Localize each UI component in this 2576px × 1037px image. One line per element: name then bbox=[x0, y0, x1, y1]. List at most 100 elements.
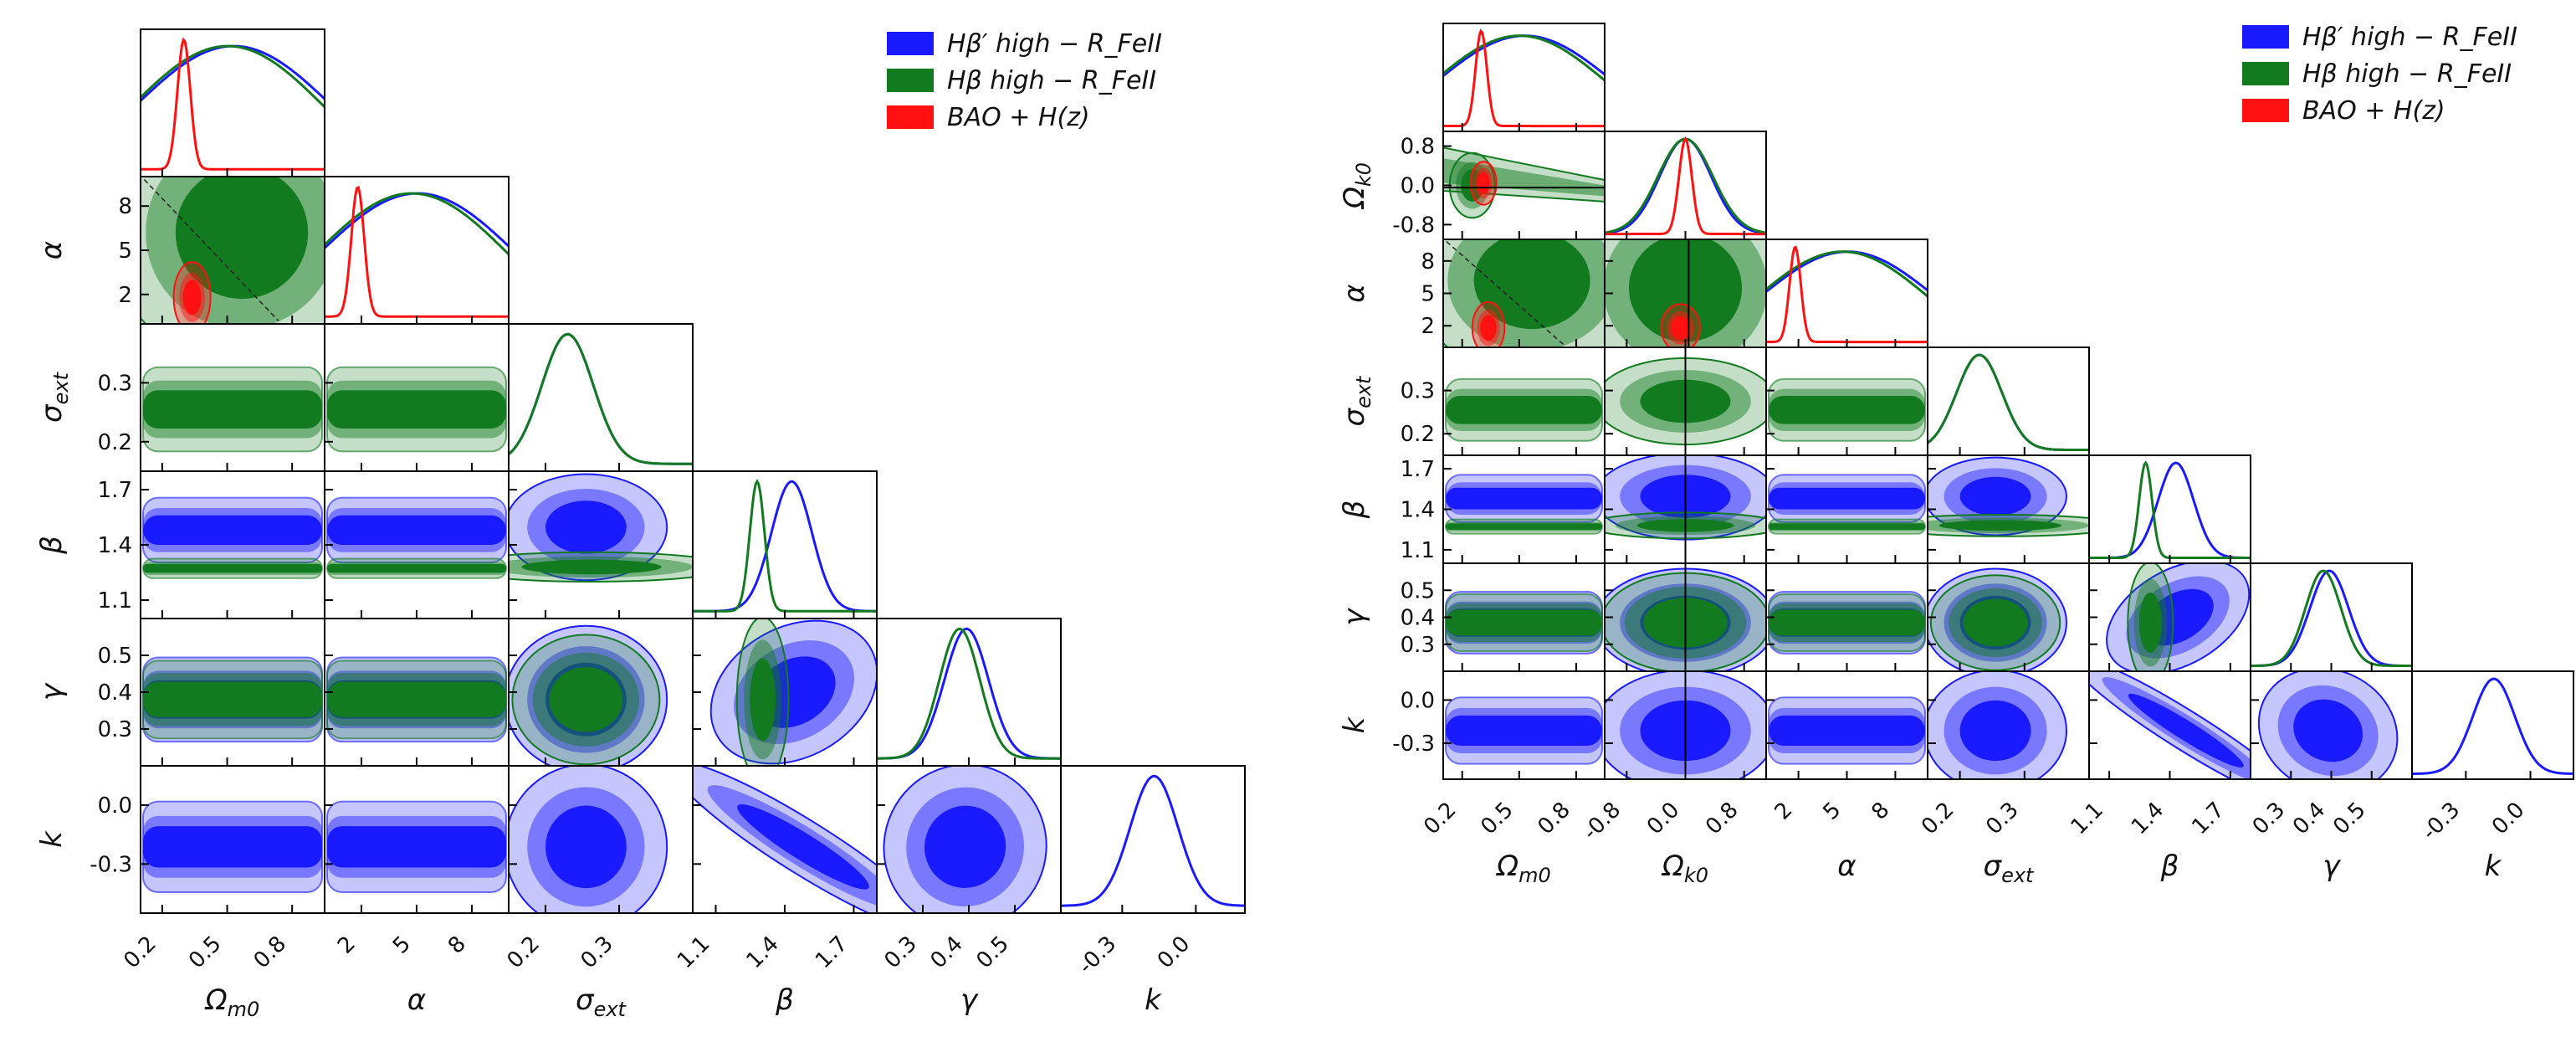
contour-band bbox=[1769, 523, 1925, 531]
y-tick-label: 0.3 bbox=[98, 717, 132, 742]
x-tick-label: 5 bbox=[1819, 798, 1846, 825]
contour-blob bbox=[750, 658, 776, 742]
x-axis-label: α bbox=[407, 983, 426, 1017]
contour-band bbox=[1769, 609, 1925, 636]
panel-content bbox=[1768, 377, 1926, 442]
panel-γ-vs-Ω_m0 bbox=[140, 618, 325, 767]
posterior-curve bbox=[1928, 353, 2089, 451]
contour-blob bbox=[545, 501, 627, 554]
legend-swatch bbox=[2242, 62, 2289, 85]
contour-blob bbox=[549, 667, 623, 732]
y-tick-label: 0.5 bbox=[1401, 578, 1435, 603]
panel-content bbox=[883, 766, 1047, 913]
y-tick-label: 8 bbox=[118, 194, 132, 219]
x-axis-label: Ωk0 bbox=[1661, 850, 1708, 887]
panel-content bbox=[509, 766, 668, 913]
panel-content bbox=[2106, 563, 2251, 671]
panel-β-vs-σ_ext bbox=[508, 470, 694, 619]
panel-content bbox=[326, 656, 507, 743]
panel-content bbox=[142, 656, 323, 743]
x-tick-label: -0.8 bbox=[1578, 798, 1626, 845]
posterior-curve bbox=[693, 479, 877, 613]
contour-blob bbox=[1671, 316, 1691, 340]
panel-β-vs-Ω_k0 bbox=[1604, 454, 1767, 564]
x-tick-label: 0.0 bbox=[1153, 932, 1195, 973]
x-tick-label: 2 bbox=[1770, 798, 1798, 825]
x-tick-label: 0.0 bbox=[2487, 798, 2529, 839]
panel-k-vs-γ bbox=[876, 765, 1062, 914]
panel-content bbox=[1768, 591, 1926, 655]
panel-β-vs-α bbox=[324, 470, 510, 619]
contour-blob bbox=[1938, 520, 2062, 531]
y-tick-label: 0.4 bbox=[98, 680, 132, 706]
x-tick-label: 0.2 bbox=[1917, 798, 1959, 839]
contour-band bbox=[1446, 523, 1602, 531]
panel-γ-vs-σ_ext bbox=[1927, 562, 2090, 672]
panel-frame bbox=[2411, 670, 2574, 780]
panel-k-vs-Ω_m0 bbox=[1442, 670, 1606, 780]
x-tick-label: 0.5 bbox=[971, 932, 1013, 973]
panel-content bbox=[1768, 474, 1926, 535]
posterior-curve bbox=[1766, 250, 1928, 298]
y-tick-label: 0.0 bbox=[1401, 174, 1435, 199]
contour-blob bbox=[1477, 172, 1490, 194]
panel-content bbox=[1445, 377, 1603, 442]
x-tick-label: 5 bbox=[388, 932, 416, 959]
contour-band bbox=[143, 826, 322, 868]
y-tick-label: 0.5 bbox=[98, 644, 132, 669]
panel-γ-vs-β bbox=[692, 618, 878, 767]
panel-content bbox=[1768, 696, 1926, 765]
x-axis-label: α bbox=[1837, 850, 1856, 883]
x-axis-label: β bbox=[775, 983, 794, 1017]
contour-blob bbox=[2128, 693, 2244, 768]
posterior-curve bbox=[141, 44, 325, 108]
y-tick-label: 1.4 bbox=[1401, 498, 1435, 523]
contour-band bbox=[143, 681, 322, 717]
panel-content bbox=[509, 473, 693, 583]
contour-band bbox=[327, 826, 506, 868]
x-tick-label: 0.3 bbox=[1981, 798, 2023, 839]
panel-content bbox=[1766, 245, 1928, 344]
panel-k-vs-α bbox=[1765, 670, 1928, 780]
panel-content bbox=[509, 332, 693, 465]
x-axis-label: Ωm0 bbox=[204, 983, 260, 1021]
contour-blob bbox=[182, 280, 202, 316]
contour-band bbox=[327, 515, 506, 545]
contour-band bbox=[1769, 487, 1925, 510]
x-tick-label: 0.4 bbox=[2288, 798, 2330, 839]
y-tick-label: 2 bbox=[1421, 314, 1435, 339]
legend-label: Hβ′ high − R_FeII bbox=[2302, 23, 2517, 52]
panel-frame bbox=[140, 28, 325, 177]
x-axis-label: σext bbox=[576, 983, 627, 1021]
panel-content bbox=[1928, 671, 2067, 779]
panel-content bbox=[1443, 239, 1605, 347]
posterior-curve bbox=[1061, 774, 1245, 907]
x-tick-label: 1.4 bbox=[741, 932, 783, 973]
panel-k-vs-β bbox=[2088, 670, 2251, 780]
panel-γ-vs-σ_ext bbox=[508, 618, 694, 767]
panel-content bbox=[1605, 563, 1766, 671]
panel-α-vs-Ω_m0 bbox=[140, 176, 325, 325]
y-tick-label: 5 bbox=[1421, 282, 1435, 307]
contour-band bbox=[1769, 396, 1925, 424]
y-tick-label: -0.8 bbox=[1392, 213, 1435, 238]
panel-frame bbox=[1442, 23, 1606, 132]
posterior-curve bbox=[1605, 137, 1766, 235]
panel-k-vs-k bbox=[1060, 765, 1246, 914]
y-axis-label: γ bbox=[1338, 608, 1371, 626]
contour-band bbox=[1446, 609, 1602, 636]
x-tick-label: -0.3 bbox=[1073, 932, 1121, 979]
y-tick-label: 0.2 bbox=[98, 430, 132, 455]
panel-γ-vs-Ω_m0 bbox=[1442, 562, 1606, 672]
posterior-curve bbox=[1443, 34, 1605, 82]
posterior-curve bbox=[693, 480, 877, 613]
contour-blob bbox=[175, 177, 309, 300]
y-tick-label: 8 bbox=[1421, 249, 1435, 275]
panel-σ_ext-vs-Ω_k0 bbox=[1604, 347, 1767, 456]
panel-k-vs-σ_ext bbox=[508, 765, 694, 914]
panel-k-vs-k bbox=[2411, 670, 2574, 780]
panel-content bbox=[326, 366, 507, 453]
